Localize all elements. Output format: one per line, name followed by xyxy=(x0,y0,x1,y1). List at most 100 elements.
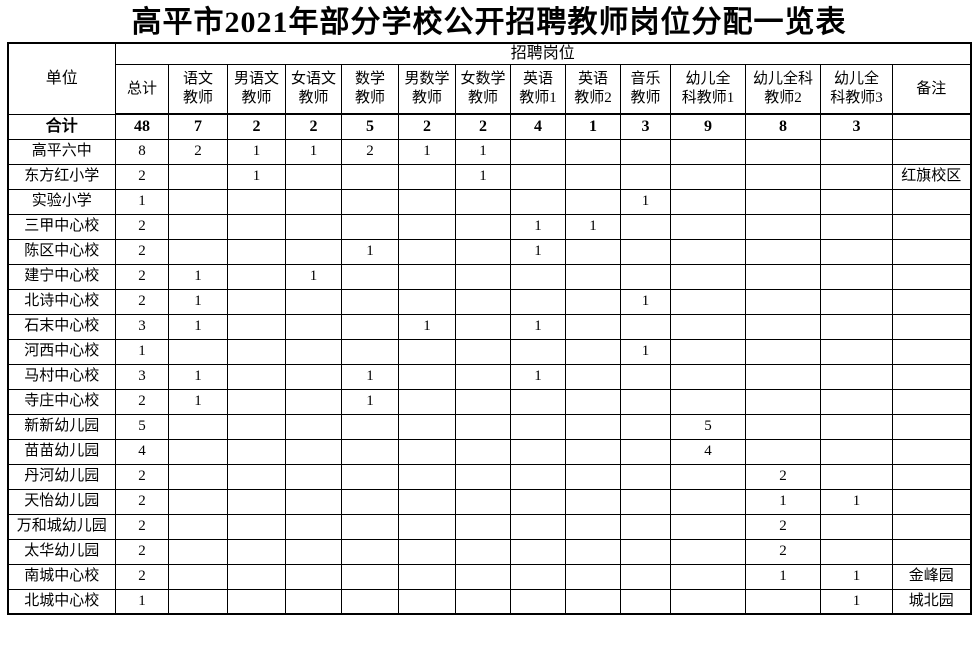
value-cell xyxy=(341,413,399,440)
table-row: 新新幼儿园 5 5 xyxy=(7,413,971,440)
col-header-remark: 备注 xyxy=(892,64,971,115)
value-cell xyxy=(510,438,566,465)
value-cell xyxy=(510,588,566,615)
value-cell: 1 xyxy=(565,213,621,240)
value-cell xyxy=(745,313,821,340)
unit-cell: 丹河幼儿园 xyxy=(7,463,116,490)
value-cell: 2 xyxy=(115,488,169,515)
value-cell xyxy=(227,513,286,540)
value-cell xyxy=(455,463,511,490)
total-row: 合计 48 7 2 2 5 2 2 4 1 3 9 8 3 xyxy=(7,113,971,140)
value-cell: 1 xyxy=(168,263,228,290)
value-cell xyxy=(510,138,566,165)
value-cell xyxy=(341,188,399,215)
value-cell xyxy=(398,488,456,515)
value-cell xyxy=(565,338,621,365)
unit-cell: 东方红小学 xyxy=(7,163,116,190)
value-cell xyxy=(341,463,399,490)
remark-cell xyxy=(892,463,971,490)
value-cell xyxy=(510,513,566,540)
value-cell xyxy=(565,188,621,215)
col-header: 英语 教师1 xyxy=(510,64,566,115)
value-cell xyxy=(565,388,621,415)
value-cell xyxy=(285,488,342,515)
table-row: 丹河幼儿园 2 2 xyxy=(7,463,971,490)
value-cell xyxy=(341,338,399,365)
value-cell xyxy=(168,213,228,240)
value-cell xyxy=(820,513,893,540)
value-cell xyxy=(745,588,821,615)
value-cell: 4 xyxy=(670,438,746,465)
value-cell: 1 xyxy=(398,313,456,340)
value-cell xyxy=(398,588,456,615)
value-cell: 1 xyxy=(398,138,456,165)
value-cell xyxy=(398,288,456,315)
value-cell xyxy=(620,213,671,240)
value-cell xyxy=(398,563,456,590)
value-cell xyxy=(168,438,228,465)
table-row: 河西中心校 1 1 xyxy=(7,338,971,365)
value-cell xyxy=(168,463,228,490)
value-cell xyxy=(820,238,893,265)
value-cell xyxy=(341,488,399,515)
value-cell: 1 xyxy=(510,363,566,390)
value-cell xyxy=(455,388,511,415)
value-cell xyxy=(455,263,511,290)
remark-cell xyxy=(892,213,971,240)
value-cell xyxy=(398,413,456,440)
value-cell xyxy=(227,388,286,415)
value-cell xyxy=(285,388,342,415)
col-header: 音乐 教师 xyxy=(620,64,671,115)
unit-cell: 陈区中心校 xyxy=(7,238,116,265)
remark-cell xyxy=(892,313,971,340)
value-cell xyxy=(510,263,566,290)
value-cell: 8 xyxy=(745,113,821,140)
value-cell xyxy=(620,588,671,615)
value-cell xyxy=(455,413,511,440)
value-cell xyxy=(227,263,286,290)
value-cell: 1 xyxy=(510,313,566,340)
value-cell: 2 xyxy=(115,213,169,240)
value-cell xyxy=(620,438,671,465)
value-cell xyxy=(670,288,746,315)
value-cell xyxy=(168,538,228,565)
value-cell xyxy=(820,463,893,490)
col-header: 幼儿全科 教师2 xyxy=(745,64,821,115)
value-cell xyxy=(227,213,286,240)
value-cell xyxy=(565,513,621,540)
value-cell xyxy=(455,438,511,465)
value-cell xyxy=(398,213,456,240)
value-cell xyxy=(285,563,342,590)
value-cell xyxy=(398,363,456,390)
value-cell xyxy=(227,413,286,440)
value-cell xyxy=(670,138,746,165)
value-cell xyxy=(820,338,893,365)
value-cell: 4 xyxy=(115,438,169,465)
col-header-unit: 单位 xyxy=(7,42,116,115)
value-cell xyxy=(820,438,893,465)
value-cell: 1 xyxy=(565,113,621,140)
table-row: 寺庄中心校 2 1 1 xyxy=(7,388,971,415)
value-cell: 1 xyxy=(168,313,228,340)
value-cell xyxy=(510,388,566,415)
value-cell xyxy=(455,563,511,590)
value-cell xyxy=(670,213,746,240)
unit-cell: 合计 xyxy=(7,113,116,140)
value-cell xyxy=(745,413,821,440)
value-cell xyxy=(285,163,342,190)
value-cell: 1 xyxy=(455,163,511,190)
value-cell xyxy=(285,438,342,465)
value-cell: 5 xyxy=(670,413,746,440)
value-cell xyxy=(227,463,286,490)
value-cell xyxy=(227,288,286,315)
value-cell xyxy=(227,313,286,340)
value-cell xyxy=(745,263,821,290)
table-row: 建宁中心校 2 1 1 xyxy=(7,263,971,290)
value-cell xyxy=(341,213,399,240)
value-cell xyxy=(670,463,746,490)
value-cell xyxy=(620,388,671,415)
value-cell: 1 xyxy=(168,288,228,315)
value-cell: 2 xyxy=(115,513,169,540)
value-cell xyxy=(670,488,746,515)
remark-cell xyxy=(892,438,971,465)
